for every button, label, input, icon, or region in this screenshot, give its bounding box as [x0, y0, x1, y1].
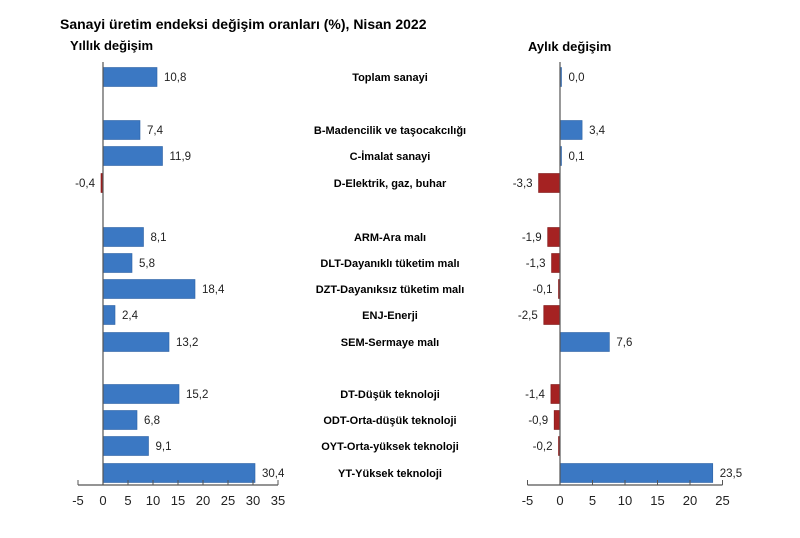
category-label: SEM-Sermaye malı — [341, 337, 439, 349]
annual-tick-label: 0 — [99, 493, 106, 508]
monthly-data-label: 0,1 — [569, 151, 585, 163]
monthly-data-label: -1,4 — [525, 389, 545, 401]
monthly-bar — [559, 120, 583, 140]
annual-bar — [102, 332, 170, 352]
annual-bar — [102, 463, 256, 483]
monthly-tick-label: 0 — [556, 493, 563, 508]
category-label: Toplam sanayi — [352, 72, 428, 84]
monthly-bar — [559, 332, 610, 352]
category-label: ODT-Orta-düşük teknoloji — [323, 415, 456, 427]
annual-tick-label: 35 — [271, 493, 285, 508]
monthly-data-label: -0,1 — [533, 284, 553, 296]
annual-bar — [102, 120, 141, 140]
annual-tick-label: 5 — [124, 493, 131, 508]
monthly-bar — [538, 173, 561, 193]
category-label: D-Elektrik, gaz, buhar — [334, 178, 447, 190]
monthly-data-label: 7,6 — [616, 337, 632, 349]
category-label: OYT-Orta-yüksek teknoloji — [321, 441, 459, 453]
monthly-tick-label: 10 — [618, 493, 632, 508]
category-label: DT-Düşük teknoloji — [340, 389, 440, 401]
monthly-data-label: -2,5 — [518, 310, 538, 322]
monthly-data-label: -1,9 — [522, 232, 542, 244]
category-label: B-Madencilik ve taşocakcılığı — [314, 125, 466, 137]
annual-data-label: 9,1 — [156, 441, 172, 453]
monthly-tick-label: -5 — [522, 493, 534, 508]
annual-bar — [102, 253, 133, 273]
annual-data-label: 7,4 — [147, 125, 164, 137]
annual-data-label: 10,8 — [164, 72, 186, 84]
monthly-data-label: -0,2 — [533, 441, 553, 453]
monthly-panel: 0,0 3,4 0,1 -3,3 -1,9 -1,3 -0,1 -2,5 7,6 -1,4 -0,9… — [513, 62, 742, 508]
annual-bar — [102, 279, 196, 299]
chart-title: Sanayi üretim endeksi değişim oranları (… — [60, 16, 427, 32]
monthly-tick-label: 5 — [589, 493, 596, 508]
annual-bar — [102, 410, 138, 430]
monthly-data-label: -0,9 — [528, 415, 548, 427]
annual-data-label: 15,2 — [186, 389, 208, 401]
annual-panel: 10,8 7,4 11,9 -0,4 8,1 5,8 18,4 2,4 13,2 15,2 6,8 9… — [72, 62, 285, 508]
monthly-bar — [543, 305, 561, 325]
annual-bar — [102, 384, 180, 404]
annual-tick-label: 30 — [246, 493, 260, 508]
monthly-bar — [553, 410, 561, 430]
monthly-tick-label: 20 — [683, 493, 697, 508]
monthly-bar — [551, 253, 561, 273]
annual-bar — [102, 436, 149, 456]
monthly-data-label: -1,3 — [526, 258, 546, 270]
annual-tick-label: 15 — [171, 493, 185, 508]
category-label: DLT-Dayanıklı tüketim malı — [320, 258, 459, 270]
monthly-data-label: 3,4 — [589, 125, 606, 137]
monthly-data-label: 0,0 — [569, 72, 585, 84]
annual-data-label: 13,2 — [176, 337, 198, 349]
annual-tick-label: -5 — [72, 493, 84, 508]
monthly-bar — [550, 384, 561, 404]
annual-data-label: 8,1 — [151, 232, 167, 244]
annual-tick-label: 25 — [221, 493, 235, 508]
annual-data-label: -0,4 — [75, 178, 95, 190]
annual-data-label: 30,4 — [262, 468, 285, 480]
annual-data-label: 2,4 — [122, 310, 139, 322]
annual-tick-label: 20 — [196, 493, 210, 508]
category-label: DZT-Dayanıksız tüketim malı — [316, 284, 465, 296]
monthly-data-label: 23,5 — [720, 468, 742, 480]
annual-tick-label: 10 — [146, 493, 160, 508]
annual-bar — [102, 227, 144, 247]
annual-bar — [102, 305, 116, 325]
monthly-bar — [559, 463, 714, 483]
annual-data-label: 18,4 — [202, 284, 225, 296]
annual-data-label: 6,8 — [144, 415, 160, 427]
monthly-data-label: -3,3 — [513, 178, 533, 190]
panel-title-monthly: Aylık değişim — [528, 39, 611, 54]
category-label: ARM-Ara malı — [354, 232, 426, 244]
monthly-tick-label: 15 — [650, 493, 664, 508]
annual-bar — [102, 67, 158, 87]
annual-data-label: 5,8 — [139, 258, 155, 270]
monthly-tick-label: 25 — [715, 493, 729, 508]
category-label: ENJ-Enerji — [362, 310, 418, 322]
monthly-bar — [547, 227, 561, 247]
category-label: YT-Yüksek teknoloji — [338, 468, 442, 480]
annual-data-label: 11,9 — [170, 151, 192, 163]
panel-title-annual: Yıllık değişim — [70, 38, 153, 53]
annual-bar — [102, 146, 163, 166]
category-label: C-İmalat sanayi — [350, 150, 431, 163]
category-labels: Toplam sanayi B-Madencilik ve taşocakcılı… — [314, 72, 466, 480]
